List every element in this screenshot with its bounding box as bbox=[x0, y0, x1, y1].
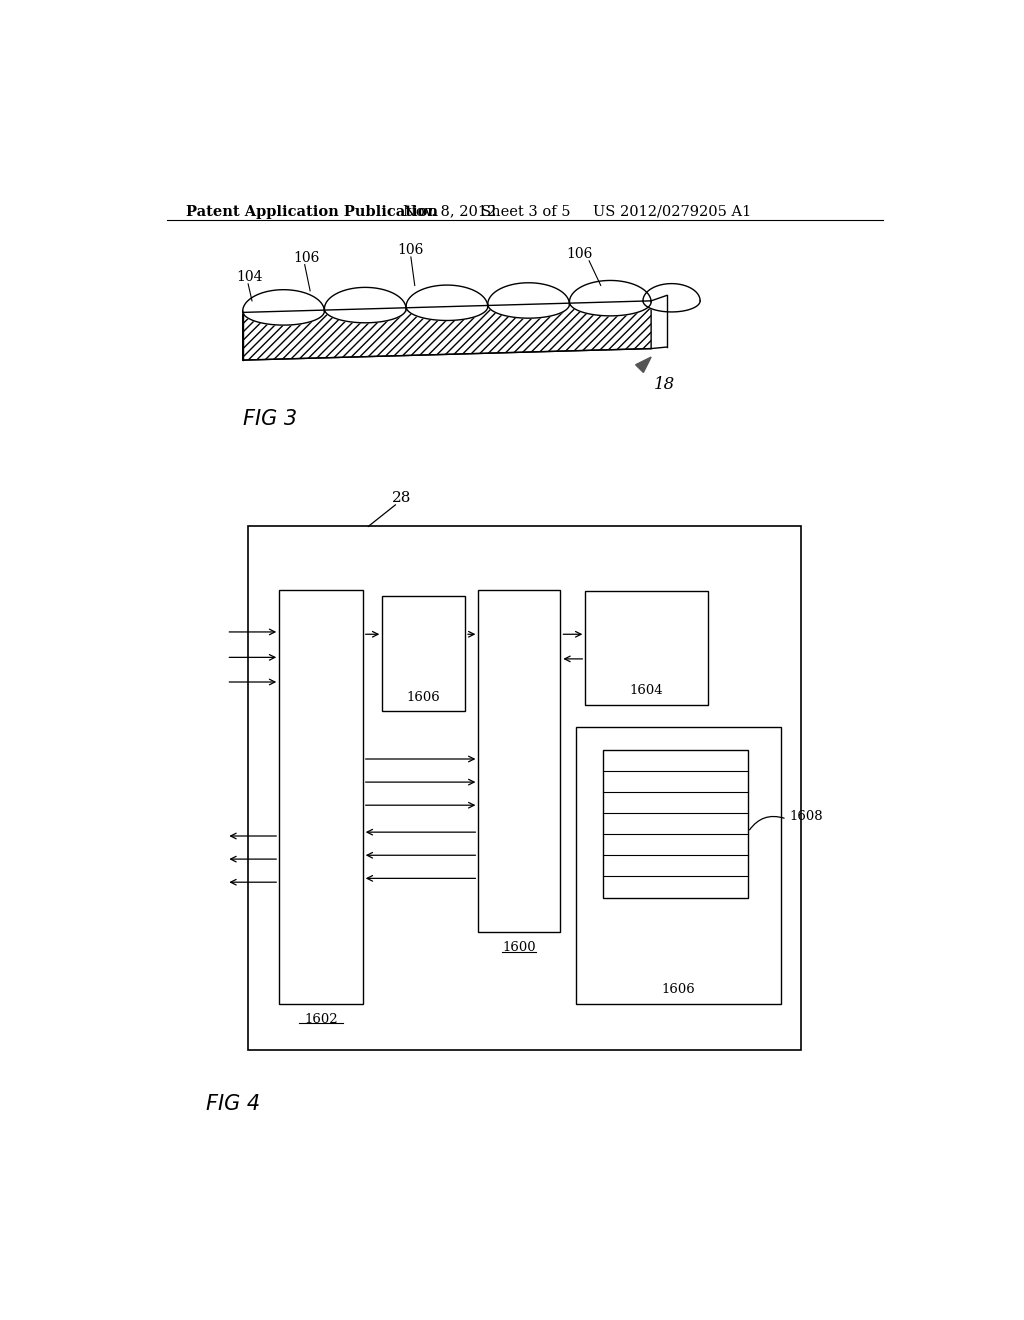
Polygon shape bbox=[407, 306, 487, 321]
Polygon shape bbox=[325, 288, 407, 309]
Polygon shape bbox=[487, 305, 569, 318]
Bar bbox=[248, 527, 801, 1051]
Bar bbox=[478, 590, 560, 932]
Text: Patent Application Publication: Patent Application Publication bbox=[186, 205, 438, 219]
Bar bbox=[586, 591, 708, 705]
Bar bbox=[280, 590, 362, 1003]
Text: FIG 4: FIG 4 bbox=[206, 1094, 260, 1114]
Text: 1604: 1604 bbox=[630, 684, 664, 697]
Bar bbox=[382, 595, 465, 711]
Polygon shape bbox=[325, 309, 407, 323]
Text: 1600: 1600 bbox=[503, 941, 537, 954]
Bar bbox=[575, 726, 781, 1003]
Polygon shape bbox=[243, 312, 325, 325]
Polygon shape bbox=[243, 289, 325, 312]
Text: Nov. 8, 2012: Nov. 8, 2012 bbox=[403, 205, 497, 219]
Polygon shape bbox=[487, 282, 569, 305]
Text: 18: 18 bbox=[653, 376, 675, 392]
Polygon shape bbox=[407, 285, 487, 306]
Polygon shape bbox=[569, 280, 651, 302]
Polygon shape bbox=[643, 284, 700, 301]
Text: 106: 106 bbox=[293, 251, 319, 264]
Text: 1606: 1606 bbox=[662, 983, 695, 997]
Polygon shape bbox=[643, 301, 700, 312]
Text: 106: 106 bbox=[566, 247, 592, 261]
Text: Sheet 3 of 5: Sheet 3 of 5 bbox=[480, 205, 570, 219]
Text: 106: 106 bbox=[397, 243, 424, 257]
Bar bbox=[603, 750, 748, 898]
Polygon shape bbox=[569, 302, 651, 315]
Text: 1606: 1606 bbox=[407, 690, 440, 704]
Text: US 2012/0279205 A1: US 2012/0279205 A1 bbox=[593, 205, 752, 219]
Text: FIG 3: FIG 3 bbox=[243, 409, 297, 429]
Text: 1602: 1602 bbox=[304, 1014, 338, 1026]
Text: 1608: 1608 bbox=[790, 810, 822, 824]
Text: 104: 104 bbox=[237, 269, 263, 284]
Polygon shape bbox=[243, 301, 651, 360]
Polygon shape bbox=[636, 358, 651, 372]
Text: 28: 28 bbox=[391, 491, 411, 506]
